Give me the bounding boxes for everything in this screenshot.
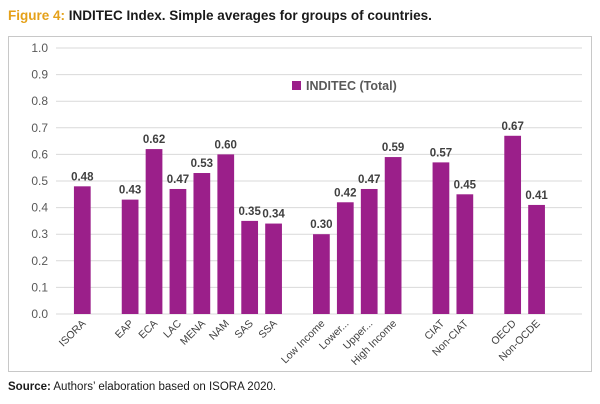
data-label: 0.47	[358, 174, 380, 186]
y-tick-label: 0.0	[31, 307, 48, 321]
data-label: 0.48	[71, 171, 94, 183]
figure-label: Figure 4:	[8, 8, 66, 23]
x-tick-label: EAP	[113, 318, 136, 341]
bar	[169, 188, 187, 314]
x-tick-label: ISORA	[57, 318, 89, 350]
y-tick-label: 0.3	[31, 227, 48, 241]
x-tick-label: SAS	[232, 318, 255, 341]
x-tick-label: NAM	[207, 318, 232, 343]
y-tick-label: 1.0	[31, 41, 48, 55]
bar-chart: 0.0 0.1 0.2 0.3 0.4 0.5 0.6 0.7 0.8 0.9 1.0 0.48 ISO…	[31, 41, 582, 368]
y-tick-label: 0.6	[31, 147, 48, 161]
data-label: 0.62	[143, 134, 165, 146]
bar	[217, 154, 235, 314]
data-label: 0.53	[191, 158, 213, 170]
bar	[241, 220, 259, 314]
y-tick-label: 0.1	[31, 280, 48, 294]
data-label: 0.47	[167, 174, 189, 186]
x-tick-label: ECA	[136, 318, 160, 342]
y-tick-label: 0.5	[31, 174, 48, 188]
bar	[121, 199, 139, 314]
bar	[360, 188, 378, 314]
data-label: 0.43	[119, 185, 141, 197]
bar	[456, 194, 474, 314]
y-tick-label: 0.9	[31, 68, 48, 82]
bar	[528, 204, 545, 314]
bar	[145, 149, 163, 314]
figure-caption: Figure 4: INDITEC Index. Simple averages…	[8, 8, 432, 23]
y-tick-label: 0.8	[31, 94, 48, 108]
y-tick-label: 0.2	[31, 254, 48, 268]
data-label: 0.57	[430, 147, 452, 159]
data-label: 0.35	[238, 206, 261, 218]
source-label: Source:	[8, 381, 51, 393]
bar	[193, 173, 211, 314]
bar	[313, 234, 330, 314]
data-label: 0.41	[525, 190, 548, 202]
data-label: 0.45	[454, 179, 477, 191]
bar	[504, 135, 522, 314]
source-note: Source: Authors’ elaboration based on IS…	[8, 381, 276, 393]
source-text: Authors’ elaboration based on ISORA 2020…	[53, 381, 277, 393]
y-tick-label: 0.7	[31, 121, 48, 135]
figure-title: INDITEC Index. Simple averages for group…	[68, 8, 432, 23]
bar	[432, 162, 450, 314]
data-label: 0.59	[382, 142, 404, 154]
y-tick-label: 0.4	[31, 201, 48, 215]
data-label: 0.60	[215, 139, 237, 151]
bar	[265, 223, 282, 314]
bar	[384, 157, 402, 314]
bar	[73, 186, 91, 314]
chart-frame	[8, 36, 592, 372]
legend-swatch	[292, 81, 301, 90]
data-label: 0.67	[501, 121, 523, 133]
data-label: 0.30	[310, 219, 332, 231]
x-tick-label: MENA	[178, 318, 208, 348]
data-label: 0.34	[262, 209, 285, 221]
data-label: 0.42	[334, 187, 356, 199]
legend-label: INDITEC (Total)	[306, 79, 397, 93]
bar	[336, 202, 354, 314]
x-tick-label: SSA	[256, 318, 279, 341]
